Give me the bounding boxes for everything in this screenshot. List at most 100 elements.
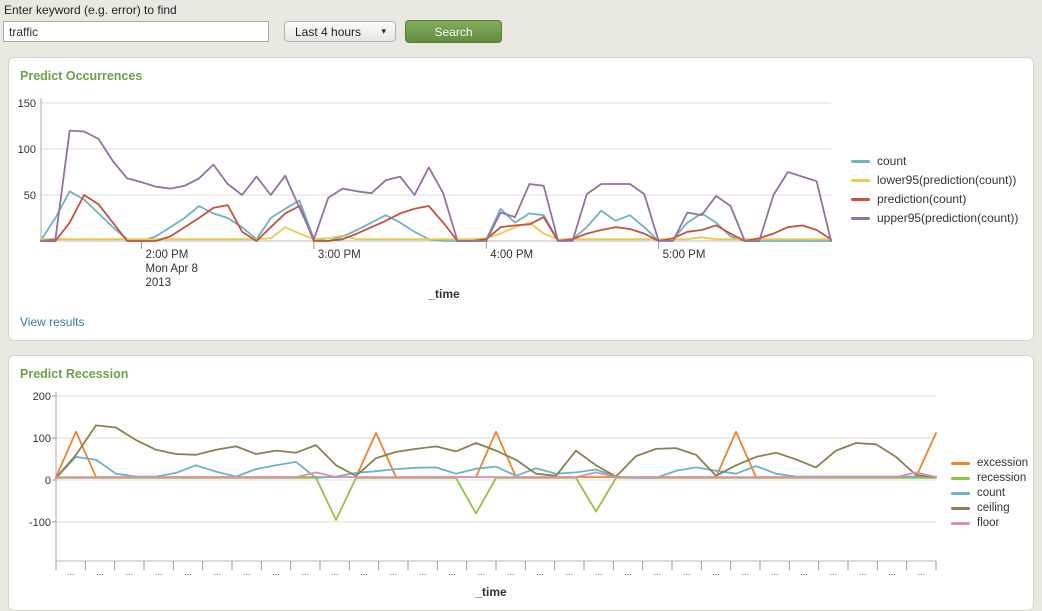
svg-text:...: ... [830, 567, 838, 577]
legend-label: lower95(prediction(count)) [877, 173, 1017, 187]
svg-text:...: ... [360, 567, 368, 577]
legend-item: count [851, 154, 1018, 168]
legend-swatch-icon [851, 197, 870, 201]
legend-label: floor [977, 517, 1000, 529]
svg-text:...: ... [478, 567, 486, 577]
legend-item: ceiling [951, 502, 1028, 514]
panel-predict-recession: Predict Recession 200 100 0 -100...........… [8, 355, 1034, 611]
legend-swatch-icon [851, 178, 870, 182]
keyword-form-label: Enter keyword (e.g. error) to find [4, 3, 177, 17]
svg-text:...: ... [331, 567, 339, 577]
svg-text:...: ... [536, 567, 544, 577]
predict-occurrences-chart: 50 100 150 2:00 PM Mon Apr 8 2013 3:00 PM 4:00 … [18, 98, 832, 301]
x-tick-labels: ........................................… [55, 561, 937, 577]
legend-item: lower95(prediction(count)) [851, 173, 1018, 187]
legend-item: prediction(count) [851, 192, 1018, 206]
svg-text:...: ... [771, 567, 779, 577]
legend-swatch-icon [851, 216, 870, 220]
chart-legend: count lower95(prediction(count)) predictio… [851, 154, 1018, 230]
legend-label: ceiling [977, 502, 1010, 514]
legend-label: excession [977, 457, 1029, 469]
svg-text:...: ... [390, 567, 398, 577]
legend-swatch-icon [951, 476, 970, 480]
svg-text:150: 150 [18, 98, 36, 110]
svg-text:...: ... [126, 567, 134, 577]
legend-item: upper95(prediction(count)) [851, 211, 1018, 225]
svg-text:-100: -100 [29, 517, 51, 529]
svg-text:5:00 PM: 5:00 PM [663, 249, 706, 261]
series-line-recession [55, 477, 937, 521]
x-axis-label: _time [427, 287, 460, 301]
svg-text:...: ... [742, 567, 750, 577]
view-results-link[interactable]: View results [20, 315, 85, 329]
chart-legend: excession recession count ceiling floor [951, 457, 1028, 532]
legend-label: prediction(count) [877, 192, 967, 206]
series-lines [55, 424, 937, 521]
svg-text:...: ... [272, 567, 280, 577]
series-line-count [40, 190, 832, 242]
legend-item: count [951, 487, 1028, 499]
time-range-dropdown[interactable]: Last 4 hours ▾ [284, 21, 396, 42]
svg-text:...: ... [859, 567, 867, 577]
svg-text:...: ... [155, 567, 163, 577]
svg-text:Mon Apr 8: Mon Apr 8 [146, 263, 198, 275]
svg-text:2013: 2013 [146, 277, 172, 289]
legend-label: recession [977, 472, 1027, 484]
legend-label: count [977, 487, 1006, 499]
legend-swatch-icon [851, 159, 870, 163]
svg-text:...: ... [918, 567, 926, 577]
series-line-lower95(prediction(count)) [40, 221, 832, 241]
svg-text:2:00 PM: 2:00 PM [146, 249, 189, 261]
svg-text:...: ... [243, 567, 251, 577]
svg-text:...: ... [302, 567, 310, 577]
svg-text:...: ... [800, 567, 808, 577]
svg-text:...: ... [683, 567, 691, 577]
svg-text:...: ... [888, 567, 896, 577]
search-button[interactable]: Search [405, 20, 502, 43]
legend-swatch-icon [951, 461, 970, 465]
search-button-label: Search [434, 24, 473, 39]
chevron-down-icon: ▾ [381, 26, 386, 36]
x-axis-label: _time [474, 585, 507, 599]
svg-text:...: ... [624, 567, 632, 577]
svg-text:0: 0 [45, 475, 51, 487]
series-line-ceiling [55, 424, 937, 479]
gridlines: 200 100 0 -100 [29, 391, 936, 529]
svg-text:...: ... [507, 567, 515, 577]
legend-swatch-icon [951, 506, 970, 510]
legend-item: recession [951, 472, 1028, 484]
series-line-upper95(prediction(count)) [40, 129, 832, 242]
keyword-search-input[interactable] [3, 21, 269, 42]
series-line-count [55, 456, 937, 479]
svg-text:4:00 PM: 4:00 PM [490, 249, 533, 261]
series-line-prediction(count) [40, 194, 832, 242]
svg-text:...: ... [67, 567, 75, 577]
svg-text:100: 100 [18, 144, 36, 156]
svg-text:50: 50 [24, 190, 36, 202]
svg-text:100: 100 [33, 433, 51, 445]
panel-predict-occurrences: Predict Occurrences 50 100 150 2:00 PM Mon A… [8, 57, 1034, 341]
legend-item: floor [951, 517, 1028, 529]
svg-text:...: ... [712, 567, 720, 577]
svg-text:...: ... [595, 567, 603, 577]
series-lines [40, 129, 832, 242]
svg-text:...: ... [214, 567, 222, 577]
series-line-floor [55, 471, 937, 478]
panel-title: Predict Recession [20, 367, 129, 381]
time-range-value: Last 4 hours [295, 24, 362, 39]
legend-label: count [877, 154, 907, 168]
svg-text:...: ... [448, 567, 456, 577]
svg-text:...: ... [654, 567, 662, 577]
predict-recession-chart: 200 100 0 -100.............................… [29, 391, 937, 599]
panel-title: Predict Occurrences [20, 69, 143, 83]
svg-text:...: ... [566, 567, 574, 577]
svg-text:...: ... [419, 567, 427, 577]
svg-text:...: ... [184, 567, 192, 577]
x-tick-labels: 2:00 PM Mon Apr 8 2013 3:00 PM 4:00 PM 5:00 P… [141, 241, 706, 289]
gridlines: 50 100 150 [18, 98, 831, 202]
svg-text:3:00 PM: 3:00 PM [318, 249, 361, 261]
legend-swatch-icon [951, 491, 970, 495]
svg-text:200: 200 [33, 391, 51, 403]
svg-text:...: ... [96, 567, 104, 577]
